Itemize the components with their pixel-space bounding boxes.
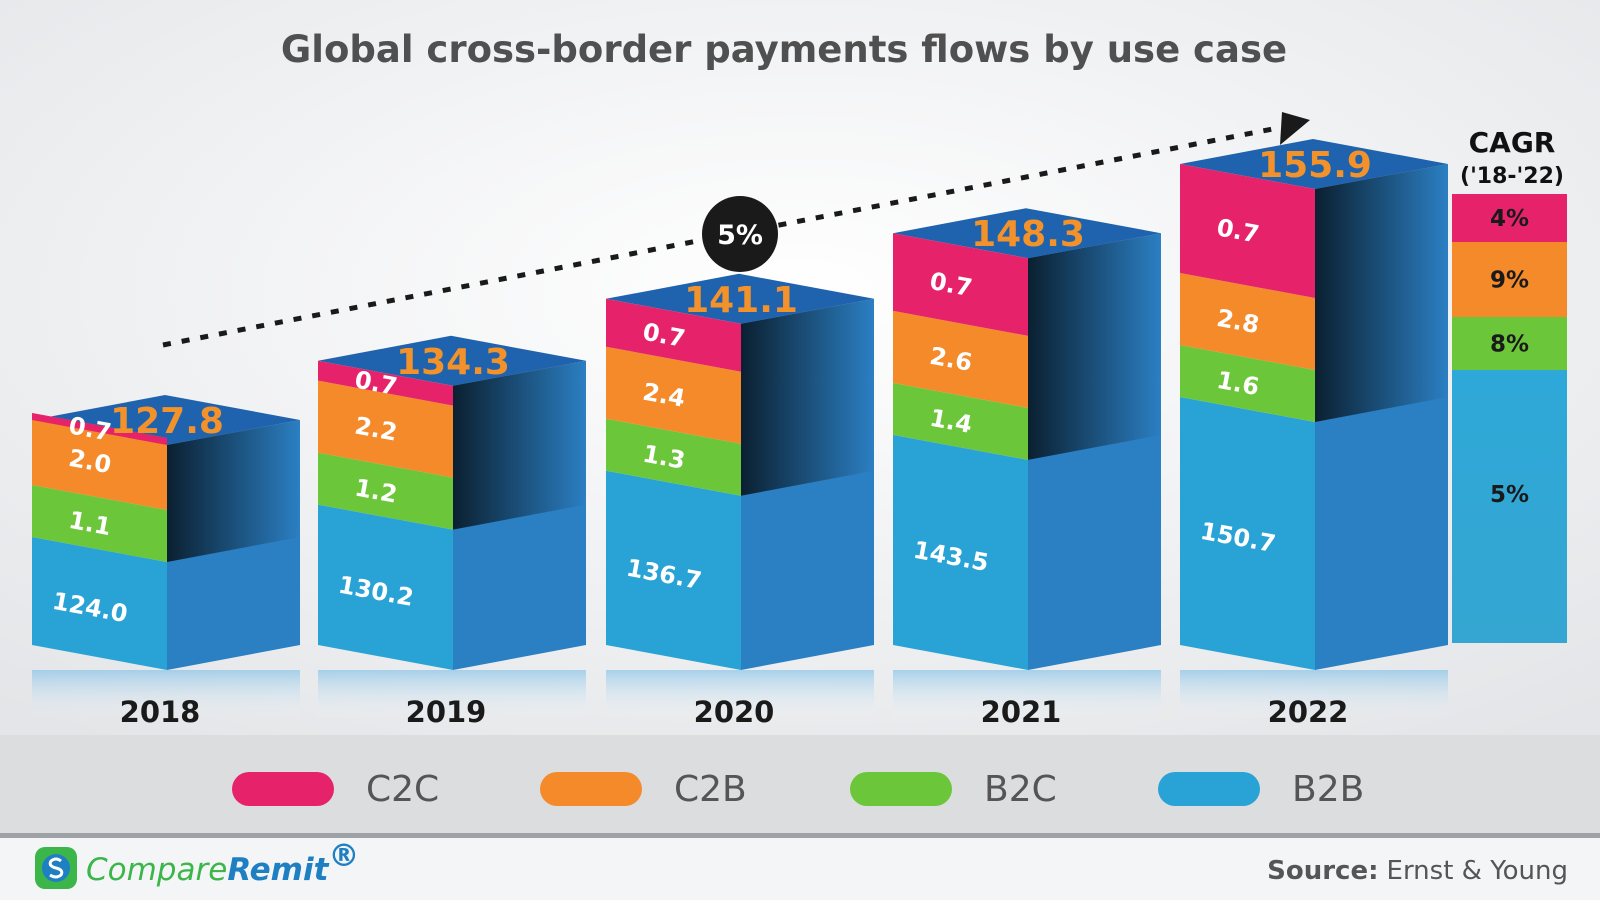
segment-c2c — [318, 360, 453, 406]
bar-side-shadow — [453, 360, 586, 530]
segment-b2b — [32, 537, 167, 670]
segment-b2c — [318, 452, 453, 530]
segment-c2b — [318, 380, 453, 478]
bar-top-face — [893, 208, 1161, 259]
legend-item-b2b: B2B — [1158, 769, 1364, 810]
segment-b2c — [893, 382, 1028, 460]
total-label: 141.1 — [684, 280, 798, 321]
legend-swatch — [540, 772, 642, 806]
bar-top-face — [606, 273, 874, 324]
segment-c2c — [893, 233, 1028, 336]
cagr-value-c2b: 9% — [1490, 268, 1529, 294]
x-tick-label: 2020 — [694, 695, 775, 729]
segment-c2c — [32, 413, 167, 445]
segment-b2c — [32, 485, 167, 562]
segment-b2c — [1180, 345, 1315, 422]
legend-swatch — [850, 772, 952, 806]
total-label: 134.3 — [396, 342, 510, 383]
cagr-title: CAGR — [1469, 126, 1556, 159]
bar-reflection — [606, 670, 874, 720]
cagr-segment-c2b — [1452, 242, 1567, 317]
growth-badge-label: 5% — [717, 220, 763, 251]
segment-c2c — [606, 298, 741, 372]
legend-label: C2C — [366, 769, 439, 810]
segment-c2b — [606, 346, 741, 444]
source-line: Source: Ernst & Young — [1267, 856, 1568, 886]
legend-label: B2B — [1292, 769, 1364, 810]
growth-badge — [702, 196, 778, 272]
legend-divider — [0, 833, 1600, 838]
bar-top-face — [318, 335, 586, 386]
segment-b2b — [318, 504, 453, 670]
cagr-segment-c2c — [1452, 194, 1567, 242]
total-label: 148.3 — [971, 214, 1085, 255]
bar-reflection — [32, 670, 300, 720]
legend: C2C C2B B2C B2B — [232, 769, 1364, 810]
cagr-subtitle: ('18-'22) — [1460, 164, 1564, 189]
segment-b2b — [893, 434, 1028, 670]
cagr-panel: CAGR ('18-'22) 4% 9% 8% 5% — [1452, 126, 1567, 643]
segment-b2b — [1180, 397, 1315, 670]
legend-swatch — [1158, 772, 1260, 806]
legend-item-c2c: C2C — [232, 769, 439, 810]
x-tick-label: 2019 — [406, 695, 487, 729]
segment-c2c — [1180, 164, 1315, 298]
segment-c2b — [893, 310, 1028, 408]
bar-side-shadow — [1028, 233, 1161, 460]
legend-label: B2C — [984, 769, 1057, 810]
brand-name: CompareRemit® — [86, 838, 359, 888]
cagr-segment-b2b — [1452, 370, 1567, 643]
bar-side-shadow — [167, 420, 300, 562]
growth-arrow-head-icon — [1280, 112, 1310, 145]
x-tick-label: 2018 — [120, 695, 201, 729]
legend-item-b2c: B2C — [850, 769, 1057, 810]
bars-group: 0.72.01.1124.0127.820180.72.21.2130.2134… — [32, 139, 1448, 729]
footer-bar — [0, 838, 1600, 900]
x-tick-label: 2021 — [981, 695, 1062, 729]
legend-label: C2B — [674, 769, 747, 810]
bar-reflection — [893, 670, 1161, 720]
bar-top-face — [1180, 139, 1448, 189]
bar-side-shadow — [741, 298, 874, 496]
brand-logo: CompareRemit® — [35, 838, 359, 889]
brand-logo-dollar-icon — [48, 857, 64, 879]
bar-top-face — [32, 395, 300, 445]
bar-reflection — [1180, 670, 1448, 720]
cagr-segment-b2c — [1452, 317, 1567, 370]
total-label: 155.9 — [1258, 145, 1372, 186]
cagr-value-c2c: 4% — [1490, 206, 1529, 232]
segment-b2b — [606, 470, 741, 670]
bar-reflection — [318, 670, 586, 720]
total-label: 127.8 — [110, 401, 224, 442]
legend-item-c2b: C2B — [540, 769, 747, 810]
chart-title: Global cross-border payments flows by us… — [281, 28, 1287, 71]
x-tick-label: 2022 — [1268, 695, 1349, 729]
bar-side-shadow — [1315, 164, 1448, 422]
cagr-value-b2b: 5% — [1490, 482, 1529, 508]
segment-c2b — [1180, 273, 1315, 370]
legend-swatch — [232, 772, 334, 806]
segment-b2c — [606, 418, 741, 496]
cagr-value-b2c: 8% — [1490, 332, 1529, 358]
